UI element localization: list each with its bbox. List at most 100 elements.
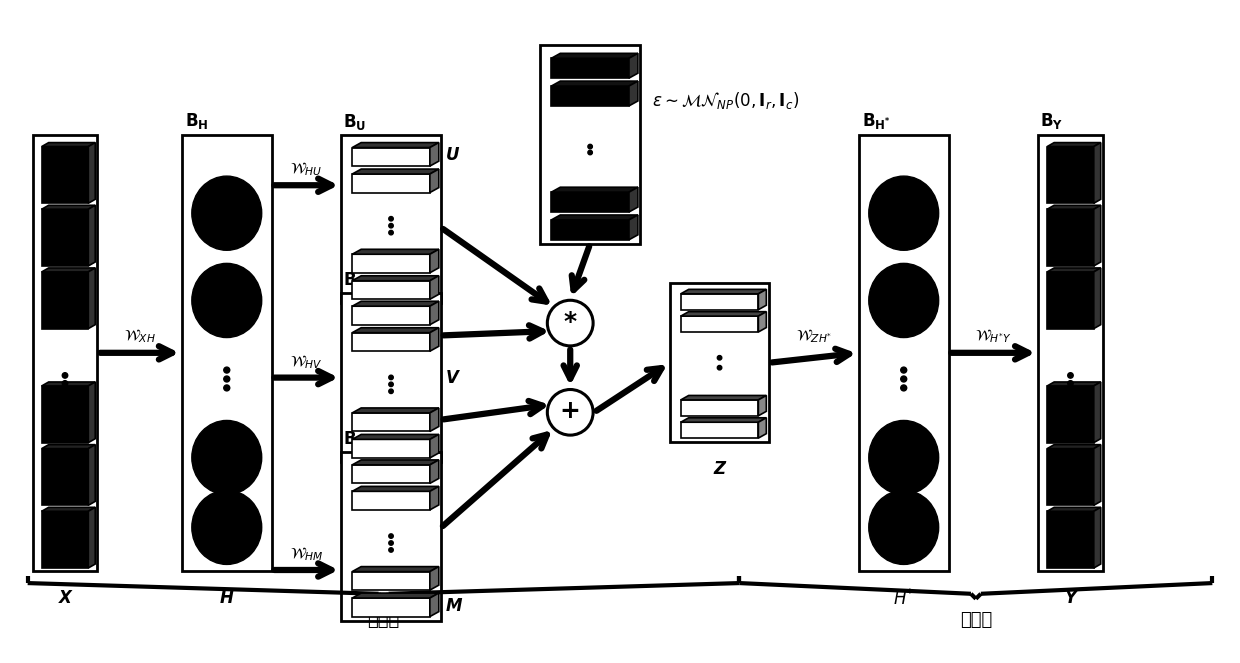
Bar [1047,449,1094,505]
Bar [552,220,629,240]
Ellipse shape [717,355,722,360]
Polygon shape [352,169,439,174]
Text: *: * [564,310,577,334]
Ellipse shape [62,381,68,386]
Bar [352,413,430,432]
Text: $\mathcal{W}_{H^{*}Y}$: $\mathcal{W}_{H^{*}Y}$ [975,327,1012,345]
Polygon shape [88,507,95,568]
Ellipse shape [900,376,906,382]
Text: $\varepsilon \sim \mathcal{MN}_{NP}(0,\mathbf{I}_r,\mathbf{I}_c)$: $\varepsilon \sim \mathcal{MN}_{NP}(0,\m… [652,90,799,111]
Polygon shape [352,408,439,413]
Polygon shape [430,276,439,299]
Polygon shape [88,268,95,329]
Polygon shape [42,445,95,449]
Polygon shape [352,593,439,598]
Bar [552,192,629,212]
Polygon shape [1047,445,1101,449]
Circle shape [547,389,593,435]
Ellipse shape [389,223,393,228]
Polygon shape [1047,268,1101,272]
Bar [32,135,98,571]
Text: $\mathcal{W}_{XH}$: $\mathcal{W}_{XH}$ [124,327,155,345]
Bar [1047,272,1094,329]
Ellipse shape [389,548,393,552]
Bar [552,86,629,106]
Polygon shape [629,53,637,78]
Ellipse shape [869,490,939,564]
Bar [681,294,759,310]
Polygon shape [681,289,766,294]
Polygon shape [1047,507,1101,511]
Bar [1038,135,1102,571]
Bar [352,280,430,299]
Polygon shape [759,418,766,438]
Text: $\mathcal{W}_{HV}$: $\mathcal{W}_{HV}$ [290,353,322,371]
Ellipse shape [389,375,393,380]
Polygon shape [759,312,766,332]
Polygon shape [430,249,439,272]
Polygon shape [430,487,439,510]
Bar [42,386,88,443]
Bar [182,135,272,571]
Polygon shape [42,507,95,511]
Polygon shape [552,53,637,58]
Bar [681,422,759,438]
Text: $\mathbf{B_{H^{*}}}$: $\mathbf{B_{H^{*}}}$ [862,111,890,131]
Polygon shape [42,206,95,210]
Ellipse shape [869,420,939,495]
Text: X: X [58,589,72,607]
Polygon shape [430,143,439,166]
Bar [681,400,759,416]
Text: $\mathbf{B_U}$: $\mathbf{B_U}$ [343,111,367,132]
Bar [42,210,88,266]
Polygon shape [352,328,439,333]
Polygon shape [552,81,637,86]
Text: M: M [446,597,463,615]
Ellipse shape [1068,389,1073,394]
Polygon shape [352,460,439,465]
Polygon shape [1047,382,1101,386]
Bar [352,491,430,510]
Ellipse shape [192,490,262,564]
Polygon shape [629,187,637,212]
Polygon shape [681,395,766,400]
Ellipse shape [192,420,262,495]
Polygon shape [352,249,439,254]
Ellipse shape [389,231,393,235]
Ellipse shape [389,382,393,387]
Bar [352,598,430,617]
Polygon shape [1047,143,1101,147]
Bar [341,452,440,621]
Text: $\mathcal{W}_{HM}$: $\mathcal{W}_{HM}$ [290,546,324,563]
Text: 编码器: 编码器 [367,611,399,629]
Ellipse shape [389,389,393,394]
Bar [341,135,440,303]
Bar [42,272,88,329]
Polygon shape [430,593,439,617]
Ellipse shape [900,385,906,391]
Bar [352,572,430,590]
Ellipse shape [389,541,393,545]
Polygon shape [681,312,766,316]
Polygon shape [88,143,95,204]
Ellipse shape [223,376,229,382]
Bar [1047,511,1094,568]
Polygon shape [352,143,439,148]
Polygon shape [352,301,439,306]
Polygon shape [1094,206,1101,266]
Bar [859,135,949,571]
Ellipse shape [62,373,68,378]
Polygon shape [552,215,637,220]
Text: U: U [446,146,459,164]
Polygon shape [430,434,439,458]
Ellipse shape [717,365,722,370]
Text: H: H [219,589,233,607]
Bar [341,293,440,462]
Polygon shape [88,382,95,443]
Polygon shape [629,81,637,106]
Bar [42,511,88,568]
Polygon shape [1094,382,1101,443]
Polygon shape [430,301,439,325]
Text: $\mathcal{W}_{ZH^{*}}$: $\mathcal{W}_{ZH^{*}}$ [796,327,832,345]
Ellipse shape [389,534,393,538]
